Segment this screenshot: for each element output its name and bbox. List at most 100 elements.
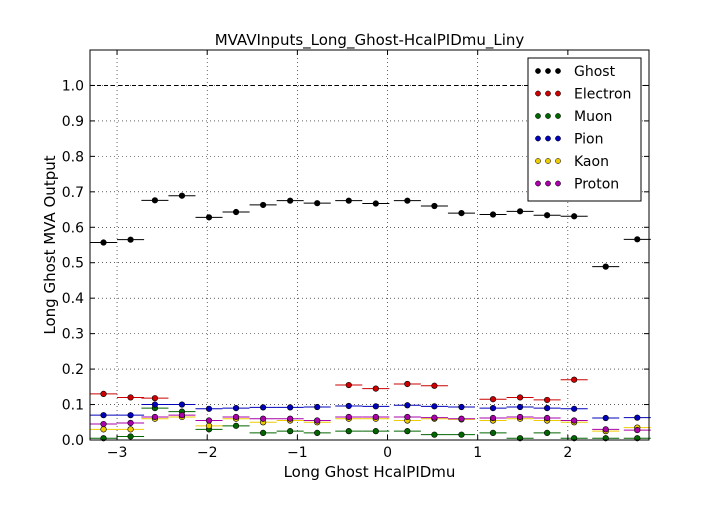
x-tick-label: −3 <box>107 445 128 461</box>
legend-marker <box>545 158 551 164</box>
y-tick-label: 0.7 <box>62 185 84 201</box>
y-tick-label: 0.1 <box>62 398 84 414</box>
data-point <box>178 192 186 199</box>
data-point <box>372 413 379 421</box>
legend-marker <box>555 180 561 187</box>
data-point <box>314 417 321 424</box>
data-point <box>287 428 294 435</box>
data-point <box>100 239 107 246</box>
data-point <box>404 380 411 388</box>
data-point <box>260 201 267 209</box>
data-point <box>544 404 551 412</box>
legend-marker <box>535 113 541 119</box>
chart-title: MVAVInputs_Long_Ghost-HcalPIDmu_Liny <box>215 31 525 50</box>
data-point <box>489 396 497 403</box>
data-point <box>127 412 134 419</box>
legend-marker <box>555 90 561 97</box>
data-point <box>458 403 465 411</box>
data-point <box>232 413 240 421</box>
y-tick-label: 0.3 <box>62 327 84 343</box>
legend-marker <box>545 180 551 187</box>
legend-marker <box>535 180 541 187</box>
data-point <box>602 426 609 433</box>
data-point <box>634 426 641 434</box>
data-point <box>489 404 497 412</box>
data-point <box>634 414 641 421</box>
legend-marker <box>555 113 561 119</box>
plot-frame <box>89 49 650 441</box>
data-point <box>314 403 321 411</box>
data-point <box>404 428 411 435</box>
data-point <box>345 428 352 435</box>
data-point <box>151 197 159 204</box>
data-point <box>232 208 240 216</box>
data-point <box>372 200 379 207</box>
data-point <box>489 414 497 422</box>
legend-frame <box>527 57 642 202</box>
data-point <box>544 396 551 404</box>
data-point <box>127 433 134 440</box>
legend-label: Electron <box>574 87 631 103</box>
data-point <box>602 263 609 270</box>
data-point <box>205 214 213 221</box>
data-point <box>260 404 267 411</box>
data-point <box>544 414 551 422</box>
legend-label: Pion <box>574 132 603 148</box>
data-point <box>127 419 134 427</box>
legend-marker <box>545 68 551 74</box>
data-point <box>314 200 321 207</box>
data-point <box>151 413 159 421</box>
data-point <box>178 412 186 419</box>
data-point <box>345 402 352 410</box>
legend-marker <box>555 68 561 74</box>
legend: Ghost Electron Muon Pion Kaon Proton <box>527 57 642 202</box>
data-point <box>345 413 352 421</box>
legend-label: Ghost <box>574 64 616 80</box>
data-point <box>372 385 379 392</box>
legend-marker <box>535 90 541 97</box>
y-tick-label: 1.0 <box>62 78 84 94</box>
legend-marker <box>535 158 541 164</box>
data-point <box>634 236 641 243</box>
data-point <box>205 405 213 412</box>
data-point <box>404 402 411 409</box>
data-point <box>127 426 134 433</box>
data-point <box>314 429 321 437</box>
series-electron <box>90 376 588 404</box>
data-point <box>205 417 213 424</box>
data-point <box>127 394 134 401</box>
x-tick-label: −1 <box>287 445 308 461</box>
data-point <box>458 209 465 217</box>
y-tick-label: 0.0 <box>62 433 84 449</box>
series-pion <box>90 401 651 422</box>
legend-label: Muon <box>574 109 612 125</box>
x-tick-label: 1 <box>473 445 482 461</box>
series-ghost <box>90 192 651 270</box>
data-point <box>151 401 159 408</box>
data-point <box>404 413 411 421</box>
series-group <box>90 192 651 442</box>
legend-marker <box>545 135 551 142</box>
data-point <box>100 390 107 398</box>
data-point <box>516 413 524 421</box>
data-point <box>458 431 465 438</box>
data-point <box>100 426 107 433</box>
data-point <box>372 428 379 435</box>
data-point <box>151 395 159 402</box>
data-point <box>431 202 438 210</box>
data-point <box>287 197 294 204</box>
axis-ticks: −3 −2 −1 0 1 2 0.0 0.1 0.2 0.3 0.4 0.5 0.6 0.7 0.8 0.9 1… <box>62 50 649 461</box>
data-point <box>232 404 240 412</box>
y-tick-label: 0.4 <box>62 291 84 307</box>
data-point <box>544 212 551 219</box>
data-point <box>431 431 438 438</box>
data-point <box>571 213 578 220</box>
data-point <box>232 422 240 429</box>
data-point <box>516 394 524 401</box>
data-point <box>571 405 578 412</box>
data-point <box>489 429 497 437</box>
data-point <box>260 415 267 422</box>
data-point <box>205 422 213 429</box>
data-point <box>345 381 352 389</box>
